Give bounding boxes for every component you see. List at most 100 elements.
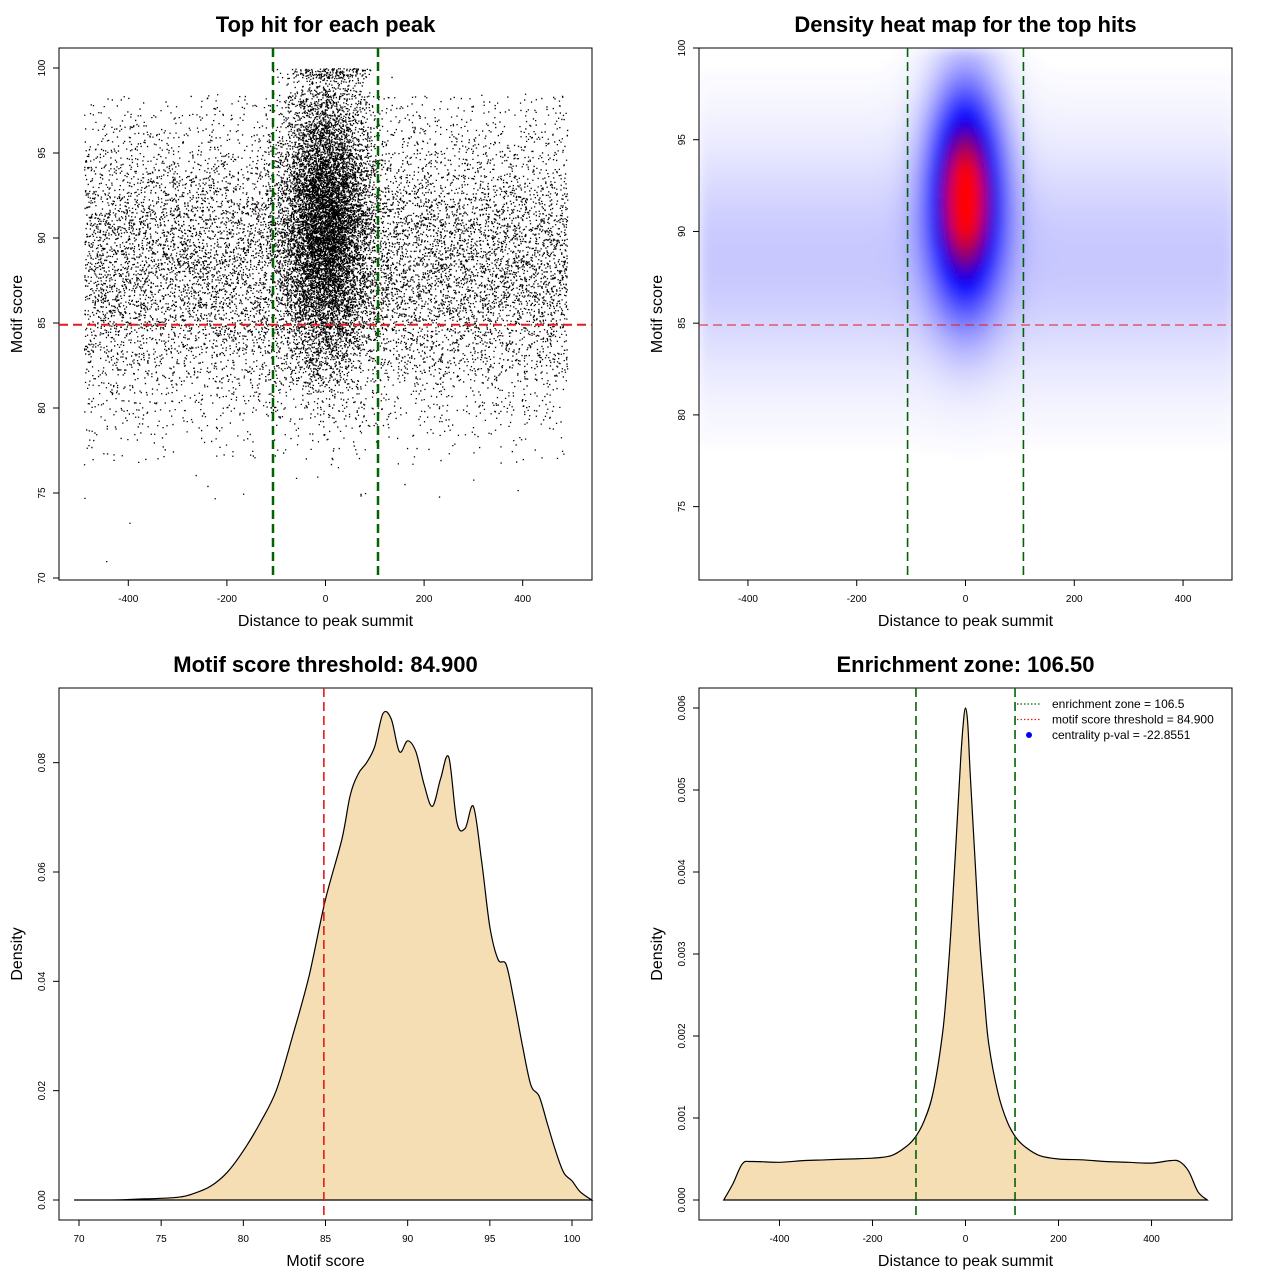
heatmap-cell xyxy=(971,300,980,307)
heatmap-cell xyxy=(947,66,956,73)
heatmap-cell xyxy=(883,168,892,175)
heatmap-cell xyxy=(835,240,844,247)
heatmap-cell xyxy=(1003,276,1012,283)
heatmap-cell xyxy=(771,120,780,127)
heatmap-cell xyxy=(1115,360,1124,367)
heatmap-cell xyxy=(739,276,748,283)
heatmap-cell xyxy=(1123,204,1132,211)
heatmap-cell xyxy=(755,102,764,109)
heatmap-cell xyxy=(859,126,868,133)
heatmap-cell xyxy=(899,414,908,421)
heatmap-cell xyxy=(1051,84,1060,91)
heatmap-cell xyxy=(707,384,716,391)
heatmap-cell xyxy=(755,438,764,445)
heatmap-cell xyxy=(859,90,868,97)
heatmap-cell xyxy=(867,282,876,289)
heatmap-cell xyxy=(1003,252,1012,259)
heatmap-cell xyxy=(731,312,740,319)
heatmap-cell xyxy=(827,258,836,265)
heatmap-cell xyxy=(819,378,828,385)
heatmap-cell xyxy=(811,222,820,229)
heatmap-cell xyxy=(867,336,876,343)
heatmap-cell xyxy=(955,378,964,385)
heatmap-cell xyxy=(1075,90,1084,97)
heatmap-cell xyxy=(1227,102,1232,109)
heatmap-cell xyxy=(1123,372,1132,379)
heatmap-cell xyxy=(867,366,876,373)
heatmap-cell xyxy=(955,216,964,223)
heatmap-cell xyxy=(899,294,908,301)
heatmap-cell xyxy=(1171,384,1180,391)
heatmap-cell xyxy=(1171,192,1180,199)
heatmap-cell xyxy=(1195,300,1204,307)
heatmap-cell xyxy=(947,276,956,283)
heatmap-cell xyxy=(1163,132,1172,139)
heatmap-cell xyxy=(1195,252,1204,259)
heatmap-cell xyxy=(1147,258,1156,265)
heatmap-cell xyxy=(867,420,876,427)
heatmap-cell xyxy=(819,120,828,127)
heatmap-cell xyxy=(1099,186,1108,193)
heatmap-cell xyxy=(947,186,956,193)
heatmap-cell xyxy=(1155,210,1164,217)
heatmap-cell xyxy=(843,312,852,319)
heatmap-cell xyxy=(1083,354,1092,361)
heatmap-cell xyxy=(843,318,852,325)
heatmap-cell xyxy=(1123,324,1132,331)
heatmap-cell xyxy=(1123,78,1132,85)
heatmap-cell xyxy=(1211,426,1220,433)
heatmap-cell xyxy=(1099,432,1108,439)
heatmap-cell xyxy=(819,210,828,217)
heatmap-cell xyxy=(755,192,764,199)
heatmap-cell xyxy=(1163,336,1172,343)
heatmap-cell xyxy=(1139,102,1148,109)
heatmap-cell xyxy=(1035,402,1044,409)
heatmap-cell xyxy=(1139,348,1148,355)
heatmap-cell xyxy=(707,330,716,337)
heatmap-cell xyxy=(795,132,804,139)
heatmap-cell xyxy=(1147,120,1156,127)
heatmap-cell xyxy=(1211,438,1220,445)
heatmap-cell xyxy=(763,168,772,175)
heatmap-cell xyxy=(1075,192,1084,199)
heatmap-cell xyxy=(867,246,876,253)
heatmap-cell xyxy=(875,372,884,379)
heatmap-cell xyxy=(1027,414,1036,421)
heatmap-cell xyxy=(915,72,924,79)
heatmap-cell xyxy=(1155,426,1164,433)
heatmap-cell xyxy=(851,420,860,427)
heatmap-cell xyxy=(699,114,708,121)
heatmap-cell xyxy=(747,204,756,211)
heatmap-cell xyxy=(923,114,932,121)
heatmap-cell xyxy=(1139,240,1148,247)
heatmap-cell xyxy=(1067,318,1076,325)
heatmap-cell xyxy=(1163,168,1172,175)
heatmap-cell xyxy=(1171,138,1180,145)
heatmap-cell xyxy=(1123,252,1132,259)
heatmap-cell xyxy=(1123,330,1132,337)
heatmap-cell xyxy=(1091,306,1100,313)
heatmap-cell xyxy=(763,276,772,283)
heatmap-cell xyxy=(1211,228,1220,235)
heatmap-cell xyxy=(1171,396,1180,403)
heatmap-cell xyxy=(939,180,948,187)
heatmap-cell xyxy=(803,420,812,427)
heatmap-cell xyxy=(915,102,924,109)
heatmap-cell xyxy=(755,432,764,439)
heatmap-cell xyxy=(779,414,788,421)
heatmap-cell xyxy=(1035,138,1044,145)
heatmap-cell xyxy=(779,264,788,271)
heatmap-cell xyxy=(1131,240,1140,247)
heatmap-cell xyxy=(1211,258,1220,265)
heatmap-cell xyxy=(811,138,820,145)
density-area xyxy=(74,710,594,1201)
heatmap-cell xyxy=(1011,378,1020,385)
heatmap-cell xyxy=(915,318,924,325)
heatmap-cell xyxy=(987,312,996,319)
heatmap-cell xyxy=(1219,138,1228,145)
heatmap-cell xyxy=(779,432,788,439)
heatmap-cell xyxy=(939,198,948,205)
heatmap-cell xyxy=(1195,318,1204,325)
heatmap-cell xyxy=(843,168,852,175)
heatmap-cell xyxy=(1155,342,1164,349)
